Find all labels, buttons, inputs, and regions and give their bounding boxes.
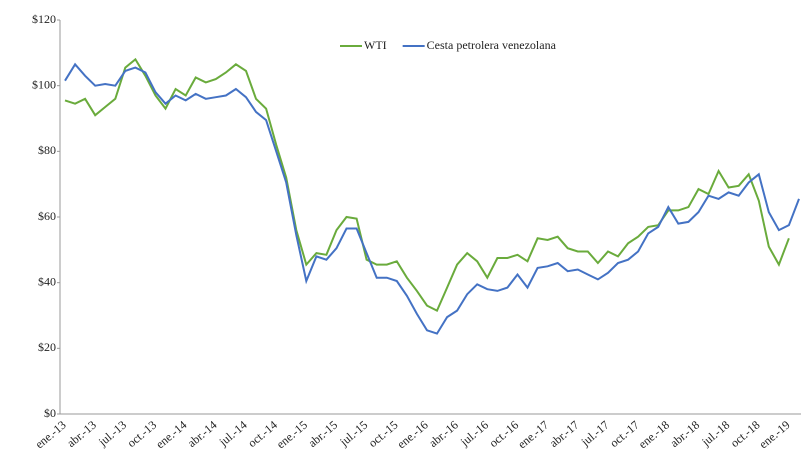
y-tick-label: $0 [44,406,56,420]
series-line [64,57,790,312]
x-tick-label: oct.-15 [366,418,401,450]
x-tick-label: abr.-14 [185,418,220,450]
series-line [64,62,800,335]
x-tick-label: jul.-16 [457,418,491,450]
x-tick-label: jul.-15 [336,418,370,450]
x-tick-label: jul.-18 [698,418,732,450]
x-tick-label: ene.-16 [394,418,430,452]
y-tick-label: $100 [32,77,56,91]
y-tick-label: $60 [38,209,56,223]
x-tick-label: ene.-19 [756,418,792,452]
x-tick-label: jul.-13 [95,418,129,450]
x-tick-label: oct.-14 [245,418,280,450]
x-tick-label: abr.-13 [64,418,99,450]
x-tick-label: ene.-13 [32,418,68,452]
x-tick-label: oct.-18 [728,418,763,450]
x-tick-label: ene.-17 [515,418,551,452]
x-tick-label: ene.-15 [274,418,310,452]
y-tick-label: $20 [38,340,56,354]
y-tick-label: $120 [32,12,56,26]
x-tick-label: jul.-17 [578,418,612,450]
legend-label: WTI [364,38,387,52]
x-tick-label: jul.-14 [216,418,250,450]
x-tick-label: oct.-16 [486,418,521,450]
x-tick-label: oct.-17 [607,418,642,450]
x-tick-label: ene.-18 [636,418,672,452]
y-tick-label: $80 [38,143,56,157]
x-tick-label: oct.-13 [124,418,159,450]
x-tick-label: ene.-14 [153,418,189,452]
y-tick-label: $40 [38,274,56,288]
x-tick-label: abr.-16 [426,418,461,450]
x-tick-label: abr.-18 [667,418,702,450]
legend-label: Cesta petrolera venezolana [427,38,557,52]
x-tick-label: abr.-17 [547,418,582,450]
x-tick-label: abr.-15 [305,418,340,450]
